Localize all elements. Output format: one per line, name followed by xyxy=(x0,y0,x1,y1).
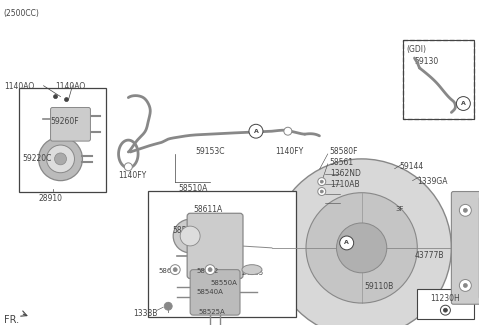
Circle shape xyxy=(336,223,387,273)
FancyBboxPatch shape xyxy=(190,270,240,315)
Text: 59153C: 59153C xyxy=(195,147,225,156)
Circle shape xyxy=(444,308,447,312)
Circle shape xyxy=(459,204,471,216)
Ellipse shape xyxy=(242,265,262,275)
Text: A: A xyxy=(461,101,466,106)
Text: 58510A: 58510A xyxy=(178,184,207,193)
Circle shape xyxy=(456,97,470,111)
Circle shape xyxy=(320,180,323,183)
Bar xyxy=(418,289,474,319)
Circle shape xyxy=(64,98,69,102)
Text: 3F: 3F xyxy=(396,206,404,212)
Text: 28910: 28910 xyxy=(38,195,62,203)
Text: A: A xyxy=(344,240,349,245)
Text: 1140FY: 1140FY xyxy=(119,171,146,180)
FancyBboxPatch shape xyxy=(451,192,480,304)
Text: 59144: 59144 xyxy=(399,162,424,171)
Circle shape xyxy=(318,178,326,186)
Circle shape xyxy=(463,208,468,212)
Text: 1338B: 1338B xyxy=(133,309,158,318)
Text: 1362ND: 1362ND xyxy=(330,169,360,178)
Text: 59260F: 59260F xyxy=(50,117,79,126)
Text: 43777B: 43777B xyxy=(415,251,444,260)
Circle shape xyxy=(306,193,417,303)
Text: 59110B: 59110B xyxy=(365,282,394,292)
Circle shape xyxy=(318,188,326,195)
Circle shape xyxy=(170,265,180,275)
Text: 58561: 58561 xyxy=(330,158,354,167)
Circle shape xyxy=(205,265,215,275)
Bar xyxy=(148,191,296,317)
Text: 59130: 59130 xyxy=(415,57,439,66)
Text: (GDI): (GDI) xyxy=(407,45,427,54)
Circle shape xyxy=(208,268,212,272)
Text: 58672: 58672 xyxy=(158,268,180,274)
Circle shape xyxy=(441,305,450,315)
Circle shape xyxy=(180,226,200,246)
Text: 58540A: 58540A xyxy=(196,289,223,296)
Bar xyxy=(403,40,474,119)
Text: 1140AO: 1140AO xyxy=(5,82,35,91)
Circle shape xyxy=(38,137,83,181)
Circle shape xyxy=(47,145,74,173)
Text: 58672: 58672 xyxy=(196,268,218,274)
Text: (2500CC): (2500CC) xyxy=(4,9,39,18)
Circle shape xyxy=(463,283,468,287)
Circle shape xyxy=(284,127,292,135)
Circle shape xyxy=(173,219,207,253)
Text: 58580F: 58580F xyxy=(330,147,358,156)
Text: 58525A: 58525A xyxy=(198,309,225,315)
Circle shape xyxy=(173,268,177,272)
Bar xyxy=(403,40,474,119)
Text: 1339GA: 1339GA xyxy=(418,177,448,186)
Text: 58611A: 58611A xyxy=(193,205,222,215)
Circle shape xyxy=(340,236,354,250)
Circle shape xyxy=(164,302,172,310)
Text: 11230H: 11230H xyxy=(431,294,460,303)
Text: 1140FY: 1140FY xyxy=(275,147,303,156)
Circle shape xyxy=(54,94,58,99)
Circle shape xyxy=(320,190,323,193)
Circle shape xyxy=(124,163,132,171)
FancyBboxPatch shape xyxy=(50,108,90,141)
Text: FR.: FR. xyxy=(4,315,19,325)
Text: 58531A: 58531A xyxy=(172,226,202,235)
Circle shape xyxy=(249,124,263,138)
FancyBboxPatch shape xyxy=(187,213,243,278)
Text: 24105: 24105 xyxy=(242,270,264,276)
Text: 58550A: 58550A xyxy=(210,279,237,285)
Bar xyxy=(19,88,107,192)
Text: 1140AO: 1140AO xyxy=(56,82,86,91)
Text: 1710AB: 1710AB xyxy=(330,180,360,189)
Text: A: A xyxy=(253,129,258,134)
Text: 59220C: 59220C xyxy=(23,154,52,163)
Circle shape xyxy=(272,159,451,328)
Circle shape xyxy=(459,279,471,291)
Circle shape xyxy=(55,153,67,165)
